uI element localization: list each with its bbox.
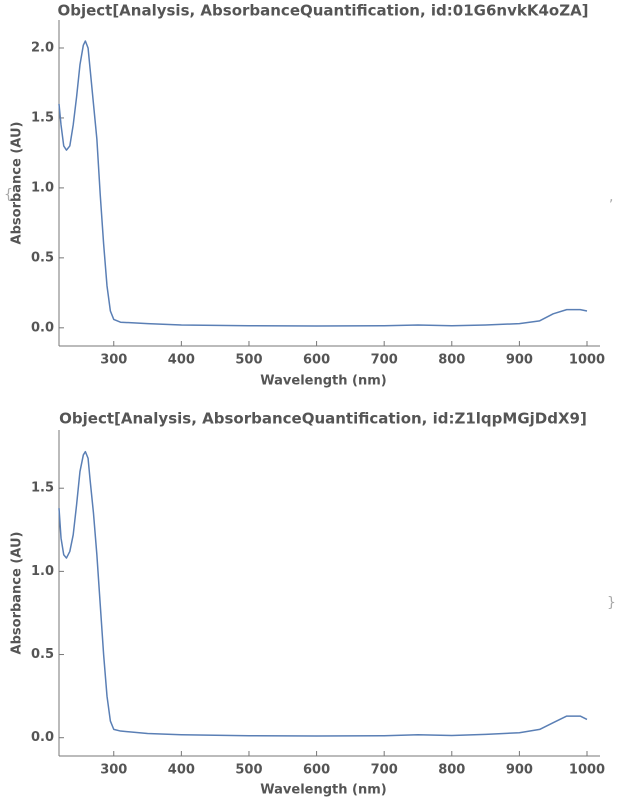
open-bracket: { [4, 187, 13, 203]
data-line [58, 40, 588, 327]
x-tick-label: 500 [235, 763, 262, 778]
x-tick-label: 600 [303, 353, 330, 368]
chart-title: Object[Analysis, AbsorbanceQuantificatio… [59, 410, 587, 428]
y-tick-label: 1.5 [31, 481, 54, 496]
x-axis-label: Wavelength (nm) [260, 783, 386, 798]
y-tick-label: 1.0 [31, 564, 54, 579]
y-tick-label: 0.5 [31, 250, 54, 265]
y-axis-label: Absorbance (AU) [10, 532, 25, 655]
x-tick-label: 800 [438, 763, 465, 778]
x-tick-label: 700 [371, 763, 398, 778]
chart-title: Object[Analysis, AbsorbanceQuantificatio… [57, 2, 588, 20]
x-tick-label: 400 [168, 353, 195, 368]
x-tick-label: 500 [235, 353, 262, 368]
x-axis-label: Wavelength (nm) [260, 374, 386, 389]
y-tick-label: 0.5 [31, 647, 54, 662]
x-tick-label: 900 [506, 763, 533, 778]
x-tick-label: 1000 [569, 763, 605, 778]
separator: , [609, 189, 613, 205]
x-tick-label: 600 [303, 763, 330, 778]
y-tick-label: 0.0 [31, 730, 54, 745]
y-tick-label: 1.0 [31, 180, 54, 195]
close-bracket: } [607, 595, 616, 611]
x-tick-label: 300 [100, 763, 127, 778]
y-tick-label: 0.0 [31, 320, 54, 335]
x-tick-label: 900 [506, 353, 533, 368]
y-tick-label: 1.5 [31, 110, 54, 125]
x-tick-label: 700 [371, 353, 398, 368]
y-tick-label: 2.0 [31, 40, 54, 55]
x-tick-label: 300 [100, 353, 127, 368]
data-line [58, 450, 588, 737]
x-tick-label: 1000 [569, 353, 605, 368]
y-axis-label: Absorbance (AU) [10, 122, 25, 245]
x-tick-label: 800 [438, 353, 465, 368]
x-tick-label: 400 [168, 763, 195, 778]
